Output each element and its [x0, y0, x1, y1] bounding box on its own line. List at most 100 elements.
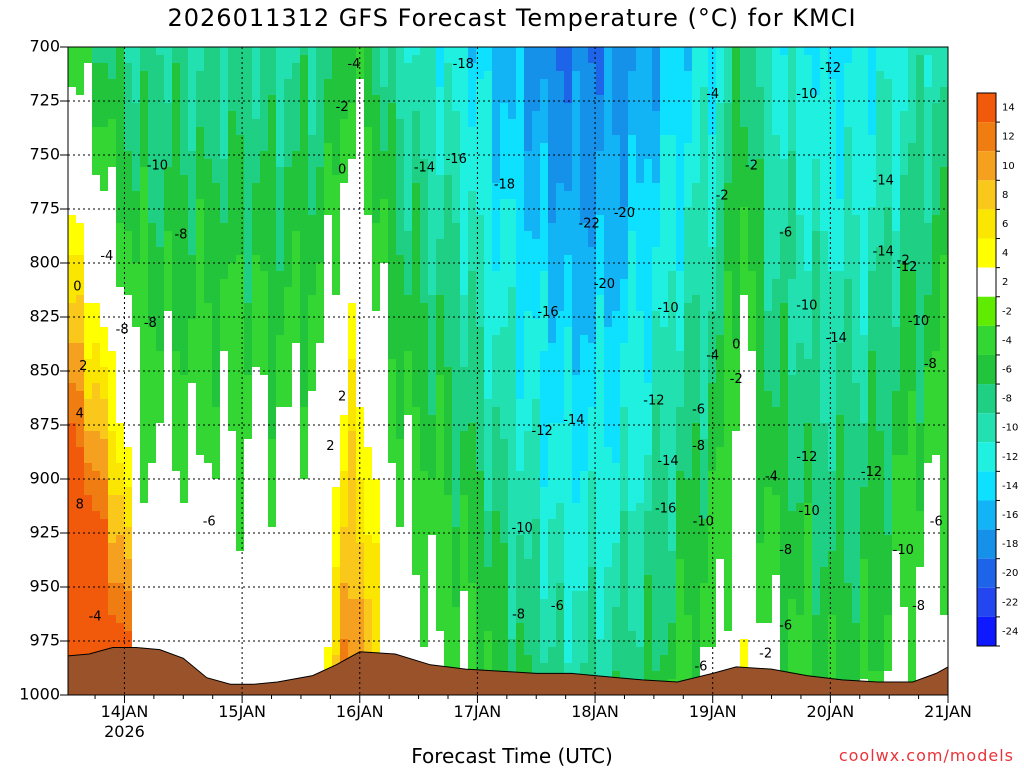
temperature-cell: [164, 519, 173, 528]
temperature-cell: [404, 303, 413, 312]
temperature-cell: [556, 295, 565, 304]
temperature-cell: [428, 535, 437, 544]
temperature-cell: [444, 631, 453, 640]
temperature-cell: [484, 655, 493, 664]
temperature-cell: [372, 543, 381, 552]
temperature-cell: [548, 111, 557, 120]
temperature-cell: [276, 239, 285, 248]
temperature-cell: [388, 143, 397, 152]
temperature-cell: [220, 407, 229, 416]
temperature-cell: [236, 375, 245, 384]
temperature-cell: [172, 415, 181, 424]
temperature-cell: [188, 239, 197, 248]
temperature-cell: [268, 463, 277, 472]
temperature-cell: [68, 119, 77, 128]
temperature-cell: [476, 63, 485, 72]
temperature-cell: [236, 639, 245, 648]
temperature-cell: [244, 415, 253, 424]
temperature-cell: [292, 599, 301, 608]
temperature-cell: [300, 511, 309, 520]
temperature-cell: [284, 487, 293, 496]
temperature-cell: [468, 631, 477, 640]
temperature-cell: [172, 583, 181, 592]
temperature-cell: [412, 79, 421, 88]
temperature-cell: [268, 151, 277, 160]
temperature-cell: [388, 135, 397, 144]
temperature-cell: [76, 623, 85, 632]
temperature-cell: [252, 415, 261, 424]
temperature-cell: [404, 383, 413, 392]
temperature-cell: [540, 599, 549, 608]
temperature-cell: [508, 295, 517, 304]
temperature-cell: [388, 167, 397, 176]
temperature-cell: [116, 351, 125, 360]
temperature-cell: [444, 183, 453, 192]
temperature-cell: [524, 431, 533, 440]
temperature-cell: [324, 527, 333, 536]
temperature-cell: [268, 607, 277, 616]
temperature-cell: [164, 287, 173, 296]
temperature-cell: [492, 391, 501, 400]
temperature-cell: [68, 527, 77, 536]
temperature-cell: [132, 407, 141, 416]
temperature-cell: [348, 327, 357, 336]
temperature-cell: [316, 103, 325, 112]
temperature-cell: [476, 471, 485, 480]
temperature-cell: [276, 671, 285, 680]
temperature-cell: [436, 127, 445, 136]
temperature-cell: [252, 111, 261, 120]
temperature-cell: [444, 575, 453, 584]
temperature-cell: [156, 103, 165, 112]
temperature-cell: [124, 439, 133, 448]
temperature-cell: [484, 111, 493, 120]
temperature-cell: [188, 463, 197, 472]
temperature-cell: [308, 63, 317, 72]
temperature-cell: [428, 47, 437, 56]
temperature-cell: [228, 639, 237, 648]
temperature-cell: [468, 391, 477, 400]
temperature-cell: [324, 535, 333, 544]
temperature-cell: [116, 631, 125, 640]
temperature-cell: [140, 447, 149, 456]
temperature-cell: [332, 271, 341, 280]
temperature-cell: [348, 359, 357, 368]
temperature-cell: [268, 591, 277, 600]
temperature-cell: [108, 423, 117, 432]
temperature-cell: [164, 119, 173, 128]
temperature-cell: [372, 167, 381, 176]
temperature-cell: [308, 615, 317, 624]
temperature-cell: [508, 543, 517, 552]
temperature-cell: [444, 103, 453, 112]
temperature-cell: [532, 271, 541, 280]
temperature-cell: [500, 231, 509, 240]
temperature-cell: [212, 447, 221, 456]
temperature-cell: [132, 159, 141, 168]
temperature-cell: [100, 575, 109, 584]
temperature-cell: [100, 599, 109, 608]
temperature-cell: [444, 399, 453, 408]
temperature-cell: [188, 631, 197, 640]
temperature-cell: [316, 215, 325, 224]
temperature-cell: [164, 207, 173, 216]
temperature-cell: [556, 71, 565, 80]
temperature-cell: [484, 479, 493, 488]
temperature-cell: [380, 639, 389, 648]
temperature-cell: [204, 647, 213, 656]
temperature-cell: [396, 319, 405, 328]
temperature-cell: [292, 591, 301, 600]
temperature-cell: [380, 375, 389, 384]
temperature-cell: [76, 167, 85, 176]
temperature-cell: [132, 527, 141, 536]
temperature-cell: [428, 559, 437, 568]
temperature-cell: [276, 559, 285, 568]
temperature-cell: [364, 71, 373, 80]
temperature-cell: [268, 375, 277, 384]
temperature-cell: [148, 263, 157, 272]
temperature-cell: [76, 423, 85, 432]
temperature-cell: [148, 223, 157, 232]
temperature-cell: [132, 639, 141, 648]
temperature-cell: [260, 375, 269, 384]
temperature-cell: [292, 271, 301, 280]
temperature-cell: [548, 103, 557, 112]
temperature-cell: [524, 335, 533, 344]
